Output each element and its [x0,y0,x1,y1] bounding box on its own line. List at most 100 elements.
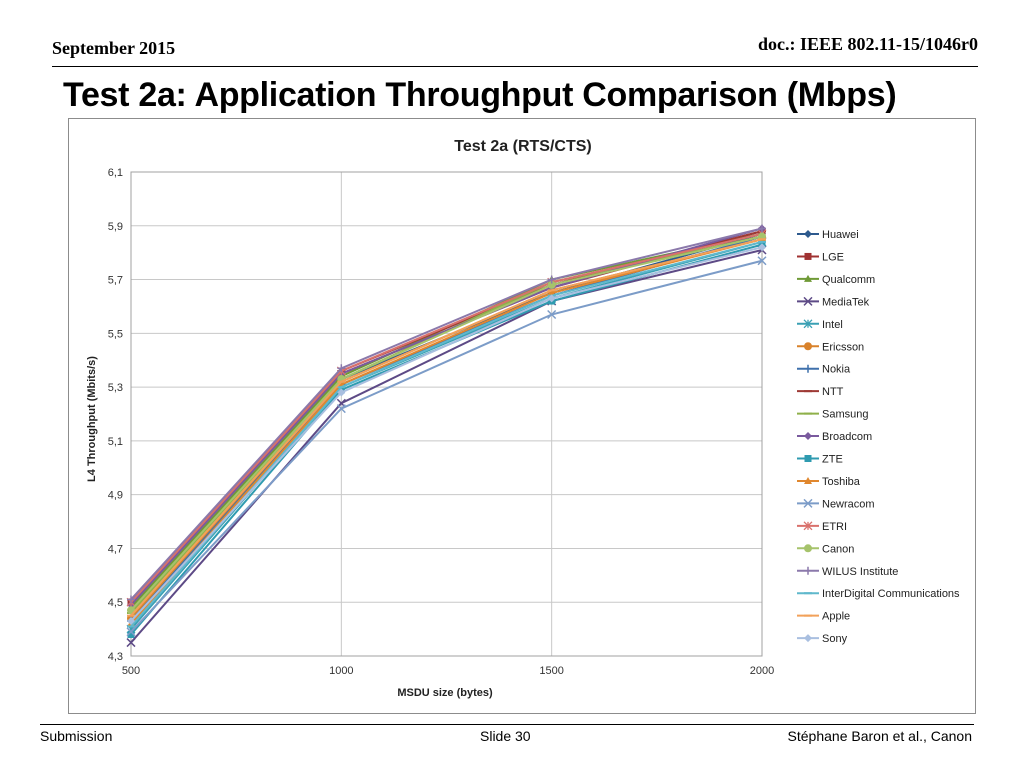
legend-label: NTT [822,386,844,398]
data-point-wilus-institute [127,595,135,604]
y-tick-label: 5,5 [108,328,123,340]
data-point-wilus-institute [337,364,346,373]
series-line-newracom [130,259,763,633]
legend-entry-qualcomm: Qualcomm [797,274,875,286]
y-tick-label: 5,3 [108,382,123,394]
series-line-ericsson [130,238,763,620]
series-line-toshiba [130,238,763,625]
legend-entry-lge: LGE [797,251,844,263]
x-tick-label: 1500 [539,665,563,677]
legend-entry-ntt: NTT [797,386,844,398]
x-tick-label: 1000 [329,665,353,677]
legend-marker [804,634,812,643]
legend-entry-apple: Apple [797,611,850,623]
y-tick-label: 5,1 [108,436,123,448]
legend-entry-samsung: Samsung [797,409,868,421]
legend-marker [804,432,812,441]
series-line-apple [130,238,763,617]
series-line-sony [130,246,763,622]
series-sony [127,243,766,626]
legend-label: Newracom [822,498,875,510]
series-etri [126,229,767,607]
legend-label: ZTE [822,454,843,466]
legend-label: LGE [822,251,844,263]
series-qualcomm [127,229,766,611]
legend-marker [803,319,813,329]
x-tick-label: 2000 [750,665,774,677]
series-line-lge [130,230,763,603]
series-newracom [126,256,767,637]
slide-title: Test 2a: Application Throughput Comparis… [63,76,897,114]
series-line-etri [130,232,763,603]
plot-area-border [130,171,763,657]
legend-entry-wilus-institute: WILUS Institute [797,566,898,578]
y-tick-label: 5,9 [108,221,123,233]
legend-label: Sony [822,633,848,645]
legend-entry-zte: ZTE [797,454,843,466]
legend-marker [804,364,812,373]
series-apple [127,238,766,617]
series-samsung [127,235,766,614]
y-tick-label: 4,3 [108,651,123,663]
series-line-huawei [130,232,763,611]
data-point-zte [127,630,135,638]
legend-label: Nokia [822,364,851,376]
legend-marker [803,521,813,531]
legend-label: Canon [822,543,854,555]
legend-label: Apple [822,611,850,623]
legend-label: ETRI [822,521,847,533]
series-broadcom [127,224,766,609]
data-point-mediatek [126,638,136,648]
throughput-chart: 4,3 4,5 4,7 4,9 5,1 5,3 5,5 5,7 5,9 6,1 500 1000 150… [86,138,960,699]
legend-entry-toshiba: Toshiba [797,476,861,488]
x-axis-label: MSDU size (bytes) [397,687,493,699]
legend-entry-broadcom: Broadcom [797,431,872,443]
series-lines [126,224,767,648]
data-point-wilus-institute [547,275,556,284]
series-nokia [127,232,766,626]
series-ntt [127,230,766,601]
legend-entry-canon: Canon [797,543,854,555]
data-point-newracom [547,309,557,320]
footer-rule [40,724,974,725]
legend-marker [804,342,812,351]
legend-entry-etri: ETRI [797,521,847,533]
legend-label: Huawei [822,229,859,241]
series-line-ntt [130,230,763,601]
series-zte [127,241,766,638]
gridlines [130,171,763,657]
legend-label: MediaTek [822,296,870,308]
footer-author: Stéphane Baron et al., Canon [787,728,972,744]
data-point-newracom [126,627,136,637]
y-axis-label: L4 Throughput (Mbits/s) [86,356,98,482]
series-huawei [127,229,766,615]
legend-entry-intel: Intel [797,319,843,331]
series-ericsson [127,235,766,623]
x-tick-label: 500 [122,665,140,677]
legend-label: InterDigital Communications [822,588,960,600]
footer-slide-number: Slide 30 [480,728,531,744]
data-point-wilus-institute [758,224,766,233]
series-toshiba [127,235,766,627]
data-point-newracom [757,256,767,266]
legend-marker [804,544,812,553]
legend-label: Toshiba [822,476,861,488]
series-mediatek [126,245,767,648]
data-point-sony [758,243,766,252]
series-line-qualcomm [130,232,763,609]
legend-label: Broadcom [822,431,872,443]
data-point-newracom [336,404,346,414]
series-wilus-institute [127,224,766,604]
legend: Huawei LGE Qualcomm MediaTek Intel Ericsson No… [797,229,960,645]
legend-marker [804,566,812,575]
legend-label: Samsung [822,409,868,421]
data-point-sony [337,388,346,397]
series-line-mediatek [130,249,763,644]
legend-entry-interdigital-communications: InterDigital Communications [797,588,960,600]
y-tick-label: 5,7 [108,275,123,287]
legend-entry-ericsson: Ericsson [797,341,864,353]
legend-marker [803,296,813,306]
legend-marker [804,230,812,238]
legend-marker [804,476,812,484]
legend-marker [804,252,812,260]
